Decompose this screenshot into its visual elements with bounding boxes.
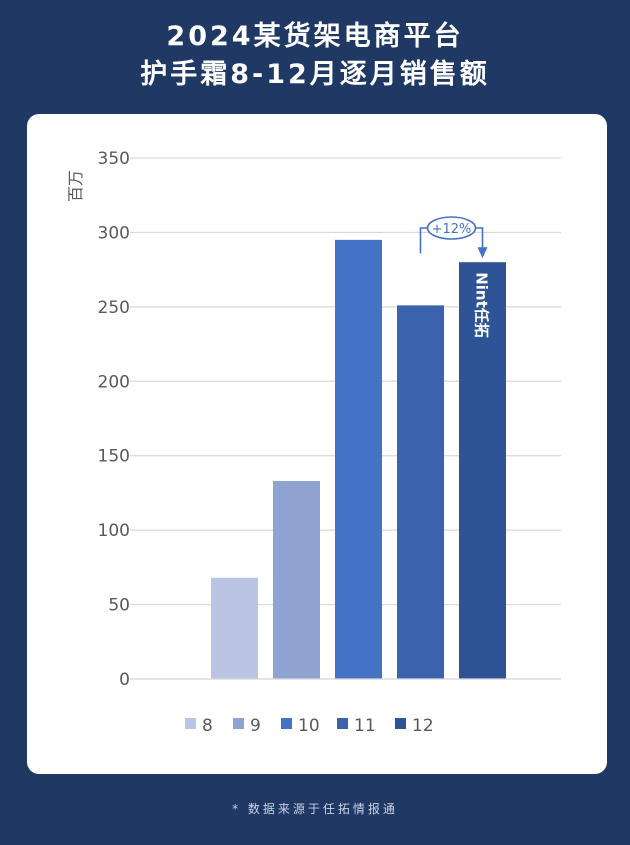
- growth-badge: [426, 216, 477, 240]
- y-tick-label: 350: [98, 149, 130, 169]
- y-axis-label: 百万: [66, 170, 85, 202]
- chart-card: 0 50 100 150 200 250 300 350 百万 Nint任拓 +12% 8 9 10 11 1…: [27, 114, 607, 774]
- watermark-logo: Nint任拓: [473, 272, 491, 338]
- title-line-1: 2024某货架电商平台: [166, 21, 464, 52]
- growth-arrowhead: [477, 247, 488, 259]
- y-tick-label: 300: [98, 223, 130, 243]
- y-tick-label: 50: [108, 596, 130, 616]
- legend-label-12: 12: [412, 716, 434, 736]
- source-note: * 数据来源于任拓情报通: [232, 802, 398, 816]
- bar-10: [335, 239, 382, 679]
- legend-label-8: 8: [202, 716, 213, 736]
- legend-swatch-9: [233, 718, 244, 729]
- y-tick-label: 200: [98, 372, 130, 392]
- y-tick-label: 250: [98, 298, 130, 318]
- legend-swatch-11: [337, 718, 348, 729]
- growth-label: +12%: [432, 222, 472, 237]
- bar-12: [459, 262, 506, 679]
- legend-label-10: 10: [298, 716, 320, 736]
- y-tick-label: 150: [98, 447, 130, 467]
- legend-swatch-8: [185, 718, 196, 729]
- y-tick-label: 0: [119, 670, 130, 690]
- bar-chart: 0 50 100 150 200 250 300 350 百万 Nint任拓 +12% 8 9 10 11 1…: [66, 149, 561, 736]
- bar-8: [211, 577, 258, 679]
- bar-11: [397, 305, 444, 679]
- y-tick-label: 100: [98, 521, 130, 541]
- page-title: 2024某货架电商平台 护手霜8-12月逐月销售额: [0, 18, 630, 94]
- legend-swatch-12: [395, 718, 406, 729]
- legend-label-11: 11: [354, 716, 376, 736]
- title-line-2: 护手霜8-12月逐月销售额: [140, 59, 490, 90]
- legend-label-9: 9: [250, 716, 261, 736]
- legend-swatch-10: [281, 718, 292, 729]
- bar-9: [273, 481, 320, 679]
